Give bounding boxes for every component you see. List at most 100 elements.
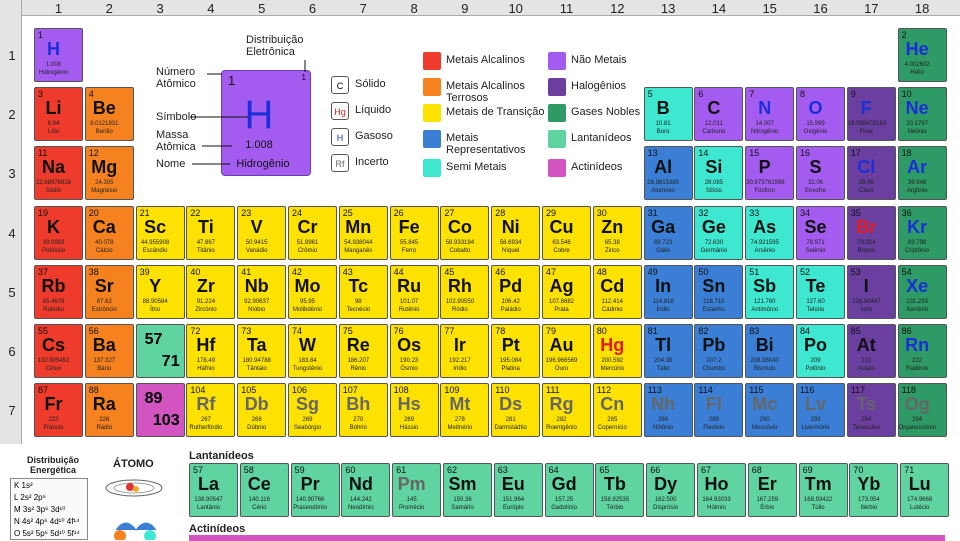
element-in[interactable]: 49 In 114.818 Índio <box>643 264 693 319</box>
element-li[interactable]: 3 Li 6.94 Lítio <box>34 87 83 142</box>
element-rn[interactable]: 86 Rn 222 Radônio <box>897 324 947 378</box>
lanthanide-placeholder[interactable]: 57 71 <box>135 324 185 378</box>
element-bi[interactable]: 83 Bi 208.98040 Bismuto <box>745 324 795 378</box>
element-tm[interactable]: 69 Tm 168.93422 Túlio <box>798 463 848 517</box>
element-ne[interactable]: 10 Ne 20.1797 Neônio <box>897 87 947 142</box>
element-gd[interactable]: 64 Gd 157.25 Gadolínio <box>544 463 594 517</box>
element-ru[interactable]: 44 Ru 101.07 Rutênio <box>389 264 439 319</box>
element-tc[interactable]: 43 Tc 98 Tecnécio <box>338 264 388 319</box>
element-cd[interactable]: 48 Cd 112.414 Cádmio <box>592 264 642 319</box>
element-cn[interactable]: 112 Cn 285 Copernício <box>592 383 642 438</box>
element-be[interactable]: 4 Be 9.0121831 Berílio <box>84 87 134 142</box>
actinide-placeholder[interactable]: 89 103 <box>135 383 185 438</box>
element-ca[interactable]: 20 Ca 40.078 Cálcio <box>84 205 134 260</box>
element-eu[interactable]: 63 Eu 151.964 Európio <box>493 463 543 517</box>
element-mc[interactable]: 115 Mc 290 Moscóvio <box>745 383 795 438</box>
element-sc[interactable]: 21 Sc 44.955908 Escândio <box>135 205 185 260</box>
element-rb[interactable]: 37 Rb 85.4678 Rubídio <box>34 264 83 319</box>
element-i[interactable]: 53 I 126.90447 Iodo <box>846 264 896 319</box>
element-la[interactable]: 57 La 138.90547 Lantânio <box>189 463 238 517</box>
element-b[interactable]: 5 B 10.81 Boro <box>643 87 693 142</box>
element-db[interactable]: 105 Db 268 Dúbnio <box>237 383 287 438</box>
element-og[interactable]: 118 Og 294 Organessônio <box>897 383 947 438</box>
element-pd[interactable]: 46 Pd 106.42 Paládio <box>491 264 541 319</box>
element-fe[interactable]: 26 Fe 55.845 Ferro <box>389 205 439 260</box>
element-cu[interactable]: 29 Cu 63.546 Cobre <box>542 205 591 260</box>
element-po[interactable]: 84 Po 209 Polônio <box>796 324 845 378</box>
element-na[interactable]: 11 Na 22.98976928 Sódio <box>34 146 83 201</box>
element-mn[interactable]: 25 Mn 54.938044 Manganês <box>338 205 388 260</box>
element-tb[interactable]: 65 Tb 158.92535 Térbio <box>595 463 645 517</box>
element-rf[interactable]: 104 Rf 267 Rutherfórdio <box>186 383 236 438</box>
element-zr[interactable]: 40 Zr 91.224 Zircônio <box>186 264 236 319</box>
element-cl[interactable]: 17 Cl 35.45 Cloro <box>846 146 896 201</box>
element-yb[interactable]: 70 Yb 173.054 Itérbio <box>849 463 899 517</box>
element-k[interactable]: 19 K 39.0983 Potássio <box>34 205 83 260</box>
element-sb[interactable]: 51 Sb 121.760 Antimônio <box>745 264 795 319</box>
element-f[interactable]: 9 F 18.998403163 Flúor <box>846 87 896 142</box>
element-cs[interactable]: 55 Cs 132.905452 Césio <box>34 324 83 378</box>
element-au[interactable]: 79 Au 196.966569 Ouro <box>542 324 591 378</box>
element-as[interactable]: 33 As 74.921595 Arsênio <box>745 205 795 260</box>
element-hg[interactable]: 80 Hg 200.592 Mercúrio <box>592 324 642 378</box>
element-at[interactable]: 85 At 210 Astato <box>846 324 896 378</box>
element-kr[interactable]: 36 Kr 83.798 Criptônio <box>897 205 947 260</box>
element-ra[interactable]: 88 Ra 226 Rádio <box>84 383 134 438</box>
element-ta[interactable]: 73 Ta 180.94788 Tântalo <box>237 324 287 378</box>
element-v[interactable]: 23 V 50.9415 Vanádio <box>237 205 287 260</box>
element-si[interactable]: 14 Si 28.085 Silício <box>694 146 744 201</box>
element-re[interactable]: 75 Re 186.207 Rênio <box>338 324 388 378</box>
element-se[interactable]: 34 Se 78.971 Selênio <box>796 205 845 260</box>
element-nb[interactable]: 41 Nb 92.90637 Nióbio <box>237 264 287 319</box>
element-ge[interactable]: 32 Ge 72.630 Germânio <box>694 205 744 260</box>
element-c[interactable]: 6 C 12.011 Carbono <box>694 87 744 142</box>
element-h[interactable]: 1 H 1.008 Hidrogênio <box>34 28 83 82</box>
element-mo[interactable]: 42 Mo 95.95 Molibdênio <box>288 264 337 319</box>
element-rh[interactable]: 45 Rh 102.90550 Ródio <box>440 264 490 319</box>
element-ga[interactable]: 31 Ga 69.723 Gálio <box>643 205 693 260</box>
element-y[interactable]: 39 Y 88.90584 Ítrio <box>135 264 185 319</box>
element-mt[interactable]: 109 Mt 278 Meitnério <box>440 383 490 438</box>
element-co[interactable]: 27 Co 58.933194 Cobalto <box>440 205 490 260</box>
element-s[interactable]: 16 S 32.06 Enxofre <box>796 146 845 201</box>
element-pb[interactable]: 82 Pb 207.2 Chumbo <box>694 324 744 378</box>
element-nh[interactable]: 113 Nh 286 Nihônio <box>643 383 693 438</box>
element-nd[interactable]: 60 Nd 144.242 Neodímio <box>341 463 391 517</box>
element-sn[interactable]: 50 Sn 118.710 Estanho <box>694 264 744 319</box>
element-ni[interactable]: 28 Ni 58.6934 Níquel <box>491 205 541 260</box>
element-ce[interactable]: 58 Ce 140.116 Cério <box>239 463 289 517</box>
element-hs[interactable]: 108 Hs 269 Hássio <box>389 383 439 438</box>
element-zn[interactable]: 30 Zn 65.38 Zinco <box>592 205 642 260</box>
element-n[interactable]: 7 N 14.007 Nitrogênio <box>745 87 795 142</box>
element-pr[interactable]: 59 Pr 140.90766 Praseodímio <box>290 463 340 517</box>
element-bh[interactable]: 107 Bh 270 Bóhrio <box>338 383 388 438</box>
element-hf[interactable]: 72 Hf 178.49 Háfnio <box>186 324 236 378</box>
element-o[interactable]: 8 O 15.999 Oxigênio <box>796 87 845 142</box>
element-p[interactable]: 15 P 30.973761998 Fósforo <box>745 146 795 201</box>
element-os[interactable]: 76 Os 190.23 Ósmio <box>389 324 439 378</box>
element-ds[interactable]: 110 Ds 281 Darmstádtio <box>491 383 541 438</box>
element-fl[interactable]: 114 Fl 289 Fleróvio <box>694 383 744 438</box>
element-sr[interactable]: 38 Sr 87.62 Estrôncio <box>84 264 134 319</box>
element-ts[interactable]: 117 Ts 294 Tenessino <box>846 383 896 438</box>
element-xe[interactable]: 54 Xe 131.293 Xenônio <box>897 264 947 319</box>
element-mg[interactable]: 12 Mg 24.305 Magnésio <box>84 146 134 201</box>
element-sm[interactable]: 62 Sm 150.36 Samário <box>443 463 492 517</box>
element-pm[interactable]: 61 Pm 145 Promécio <box>392 463 442 517</box>
element-er[interactable]: 68 Er 167.259 Érbio <box>747 463 797 517</box>
element-w[interactable]: 74 W 183.84 Tungstênio <box>288 324 337 378</box>
element-ba[interactable]: 56 Ba 137.327 Bário <box>84 324 134 378</box>
element-ar[interactable]: 18 Ar 39.948 Argônio <box>897 146 947 201</box>
element-ti[interactable]: 22 Ti 47.867 Titânio <box>186 205 236 260</box>
element-lu[interactable]: 71 Lu 174.9668 Lutécio <box>900 463 950 517</box>
element-te[interactable]: 52 Te 127.60 Telúrio <box>796 264 845 319</box>
element-sg[interactable]: 106 Sg 269 Seabórgio <box>288 383 337 438</box>
element-tl[interactable]: 81 Tl 204.38 Tálio <box>643 324 693 378</box>
element-he[interactable]: 2 He 4.002602 Hélio <box>897 28 947 82</box>
element-ir[interactable]: 77 Ir 192.217 Irídio <box>440 324 490 378</box>
element-dy[interactable]: 66 Dy 162.500 Disprósio <box>646 463 696 517</box>
element-lv[interactable]: 116 Lv 293 Livermório <box>796 383 845 438</box>
element-fr[interactable]: 87 Fr 223 Frâncio <box>34 383 83 438</box>
element-pt[interactable]: 78 Pt 195.084 Platina <box>491 324 541 378</box>
element-ho[interactable]: 67 Ho 164.93033 Hólmio <box>697 463 746 517</box>
